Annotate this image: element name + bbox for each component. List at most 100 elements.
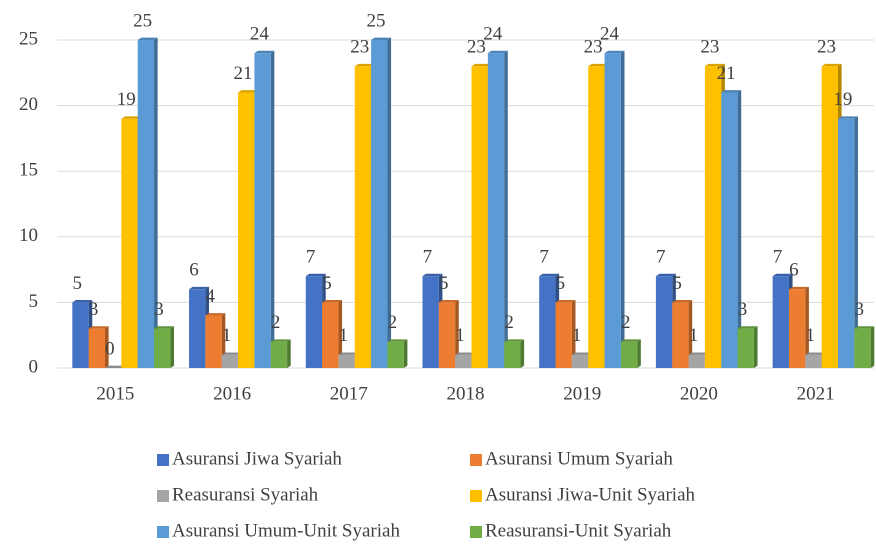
data-label: 5 — [322, 273, 332, 294]
bar — [189, 289, 206, 368]
bar-top — [688, 352, 709, 355]
bar — [455, 354, 472, 368]
legend-swatch — [470, 454, 482, 466]
bar-top — [772, 273, 793, 277]
bar — [338, 354, 355, 368]
bar-top — [105, 365, 125, 368]
bar — [422, 276, 439, 368]
x-tick-label: 2015 — [96, 383, 134, 404]
x-tick-label: 2020 — [680, 383, 718, 404]
bar — [238, 92, 255, 368]
bar-top — [721, 90, 742, 93]
legend-swatch — [157, 490, 169, 502]
x-tick-label: 2017 — [330, 383, 368, 404]
data-label: 19 — [833, 89, 852, 110]
bar-top — [455, 352, 476, 355]
data-label: 25 — [133, 10, 152, 31]
data-label: 1 — [222, 325, 232, 346]
bar-top — [471, 63, 492, 67]
data-label: 23 — [584, 37, 603, 58]
bar — [737, 328, 754, 368]
data-label: 6 — [789, 260, 799, 281]
bar — [438, 302, 456, 368]
bar-side — [338, 300, 343, 368]
bar-top — [254, 50, 275, 54]
bar — [837, 118, 855, 368]
bar — [487, 53, 505, 369]
bar-side — [170, 326, 174, 368]
data-label: 0 — [105, 338, 115, 359]
bar — [772, 276, 789, 368]
data-label: 21 — [233, 63, 252, 84]
bar-side — [504, 50, 508, 368]
bar — [588, 66, 605, 369]
bar-top — [539, 273, 560, 277]
bar-top — [737, 326, 758, 329]
bar-side — [620, 50, 625, 368]
bar-top — [387, 339, 408, 342]
bar — [688, 354, 705, 368]
bar-side — [154, 37, 158, 368]
bar — [354, 66, 372, 369]
data-label: 2 — [271, 312, 281, 333]
bar-top — [270, 339, 291, 342]
x-tick-label: 2021 — [797, 383, 835, 404]
bar — [721, 92, 738, 368]
data-label: 1 — [689, 325, 699, 346]
bar-top — [371, 37, 392, 40]
bar — [854, 328, 871, 368]
bar-side — [805, 286, 809, 368]
bar-top — [837, 116, 858, 119]
x-tick-label: 2018 — [447, 383, 485, 404]
bar-top — [821, 63, 842, 67]
bar — [672, 302, 689, 368]
bar — [205, 315, 222, 368]
bar-top — [137, 37, 158, 40]
data-label: 21 — [717, 63, 736, 84]
bar — [571, 354, 589, 368]
legend-swatch — [157, 526, 169, 538]
bar-side — [287, 339, 291, 368]
x-tick-label: 2016 — [213, 383, 251, 404]
data-label: 3 — [854, 299, 864, 320]
legend-label: Reasuransi-Unit Syariah — [485, 520, 672, 541]
bar — [254, 53, 271, 369]
y-tick-label: 20 — [19, 94, 38, 115]
data-label: 24 — [250, 23, 270, 44]
bar-top — [620, 339, 641, 342]
bar-side — [455, 300, 459, 368]
bar — [805, 354, 822, 368]
legend-swatch — [470, 490, 482, 502]
bar — [821, 66, 838, 369]
data-label: 3 — [738, 299, 748, 320]
data-label: 19 — [117, 89, 136, 110]
data-label: 7 — [656, 247, 666, 268]
bar-top — [238, 90, 259, 93]
legend-label: Asuransi Umum-Unit Syariah — [172, 520, 400, 541]
legend-swatch — [157, 454, 169, 466]
data-label: 2 — [388, 312, 398, 333]
data-label: 7 — [539, 247, 549, 268]
bar-top — [338, 352, 359, 355]
data-label: 1 — [572, 325, 582, 346]
data-label: 24 — [600, 23, 620, 44]
bar-top — [805, 352, 826, 355]
bar-top — [221, 352, 242, 355]
bar-top — [422, 273, 443, 277]
data-label: 1 — [339, 325, 349, 346]
data-label: 5 — [556, 273, 566, 294]
data-label: 23 — [700, 37, 719, 58]
bar — [322, 302, 339, 368]
bar-side — [854, 116, 858, 368]
bar — [788, 289, 806, 368]
bar-side — [571, 300, 576, 368]
bar-top — [305, 273, 326, 277]
bar — [221, 354, 239, 368]
legend-label: Reasuransi Syariah — [172, 484, 319, 505]
data-label: 23 — [350, 37, 369, 58]
bar — [620, 341, 638, 368]
bar-top — [655, 273, 676, 277]
bar-side — [737, 90, 742, 368]
bar — [655, 276, 673, 368]
